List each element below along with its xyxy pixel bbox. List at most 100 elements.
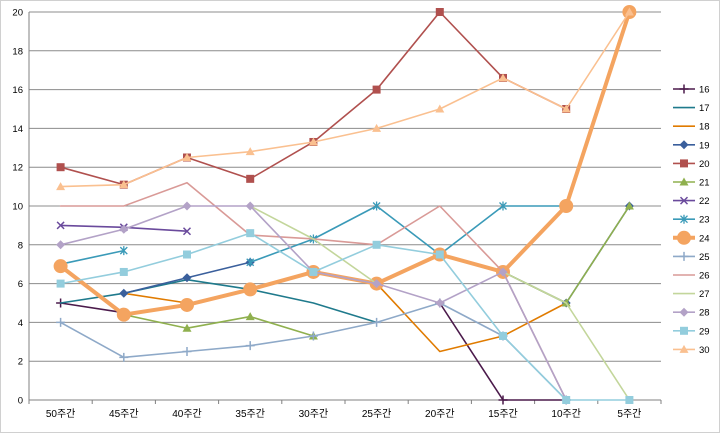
y-tick-label: 18 xyxy=(12,46,23,57)
series-30 xyxy=(56,7,634,191)
legend-entry-22: 22 xyxy=(673,196,710,207)
legend: 16 17 18 19 20 21 22 23 24 25 26 27 28 29 30 xyxy=(673,84,710,356)
legend-entry-24: 24 xyxy=(673,230,710,245)
legend-label: 18 xyxy=(699,122,710,133)
data-point xyxy=(309,267,318,276)
data-point xyxy=(116,307,131,322)
x-tick-label: 20주간 xyxy=(425,408,455,420)
y-tick-label: 8 xyxy=(18,240,23,251)
data-point xyxy=(498,267,508,277)
y-tick-label: 2 xyxy=(18,357,23,368)
x-tick-label: 5주간 xyxy=(617,408,641,420)
grid-lines xyxy=(29,11,661,401)
legend-entry-27: 27 xyxy=(673,289,710,300)
series-line-30 xyxy=(59,11,631,188)
legend-entry-23: 23 xyxy=(673,215,710,226)
x-axis: 50주간 45주간 40주간 35주간 30주간 25주간 20주간 15주간 10주간 5주간 xyxy=(28,400,662,420)
data-point xyxy=(372,123,382,132)
x-tick-label: 45주간 xyxy=(109,408,139,420)
legend-label: 19 xyxy=(699,140,710,151)
legend-entry-29: 29 xyxy=(673,326,710,337)
x-tick-label: 10주간 xyxy=(551,408,581,420)
legend-entry-25: 25 xyxy=(673,252,710,263)
data-point xyxy=(559,199,574,213)
series-24 xyxy=(53,5,637,322)
data-point xyxy=(119,352,129,362)
series-line-16 xyxy=(438,302,568,401)
data-point xyxy=(246,229,255,238)
legend-label: 25 xyxy=(699,252,710,263)
data-point xyxy=(625,396,634,404)
data-point xyxy=(245,341,255,351)
legend-swatch-marker xyxy=(679,196,689,205)
data-point xyxy=(246,257,255,267)
series-line-27 xyxy=(249,205,378,285)
legend-entry-30: 30 xyxy=(673,344,710,356)
data-point xyxy=(372,317,382,327)
data-point xyxy=(435,298,445,308)
series-line-21 xyxy=(123,313,315,337)
y-tick-label: 14 xyxy=(12,124,23,135)
data-point xyxy=(119,246,128,256)
series-line-20 xyxy=(59,11,568,186)
data-point xyxy=(53,259,68,274)
data-point xyxy=(182,347,192,356)
legend-swatch-marker xyxy=(679,307,689,317)
data-point xyxy=(308,331,318,341)
data-point xyxy=(56,221,65,230)
data-point xyxy=(308,137,318,146)
data-point xyxy=(56,163,65,172)
legend-swatch-marker xyxy=(679,140,689,150)
data-point xyxy=(245,312,255,321)
legend-swatch-marker xyxy=(680,214,688,224)
data-point xyxy=(561,104,571,113)
series-lines xyxy=(53,5,637,405)
legend-entry-19: 19 xyxy=(673,140,710,151)
legend-entry-20: 20 xyxy=(673,159,710,170)
data-point xyxy=(243,282,258,297)
data-point xyxy=(624,201,634,210)
legend-swatch-marker xyxy=(677,230,691,245)
x-tick-label: 30주간 xyxy=(299,408,329,420)
data-point xyxy=(435,250,444,259)
legend-label: 27 xyxy=(699,289,710,300)
data-point xyxy=(56,279,65,288)
y-tick-label: 6 xyxy=(18,279,23,290)
legend-swatch-marker xyxy=(679,251,689,261)
data-point xyxy=(119,288,129,298)
data-point xyxy=(435,104,445,113)
series-17 xyxy=(59,278,378,324)
legend-label: 28 xyxy=(699,308,710,319)
series-line-16 xyxy=(59,302,125,314)
legend-label: 22 xyxy=(699,196,710,207)
series-20 xyxy=(56,8,571,189)
series-18 xyxy=(123,282,568,353)
data-point xyxy=(119,180,129,189)
legend-entry-21: 21 xyxy=(673,177,710,189)
legend-swatch-marker xyxy=(679,84,689,94)
x-tick-label: 35주간 xyxy=(235,408,265,420)
data-point xyxy=(182,201,192,211)
data-point xyxy=(499,331,507,340)
legend-swatch-marker xyxy=(679,177,689,186)
series-line-18 xyxy=(375,282,568,353)
data-point xyxy=(246,174,255,183)
legend-entry-26: 26 xyxy=(673,271,710,282)
data-point xyxy=(435,8,444,16)
legend-entry-16: 16 xyxy=(673,84,710,96)
series-line-27 xyxy=(502,271,631,401)
legend-entry-28: 28 xyxy=(673,307,710,319)
data-point xyxy=(372,85,381,94)
series-line-23 xyxy=(249,205,568,264)
y-tick-label: 4 xyxy=(18,318,23,329)
data-point xyxy=(372,240,381,249)
series-line-23 xyxy=(59,249,125,266)
data-point xyxy=(182,273,192,283)
data-point xyxy=(56,182,66,191)
series-line-24 xyxy=(58,10,632,317)
y-tick-label: 20 xyxy=(12,8,23,19)
x-tick-label: 25주간 xyxy=(362,408,392,420)
data-point xyxy=(182,323,192,332)
